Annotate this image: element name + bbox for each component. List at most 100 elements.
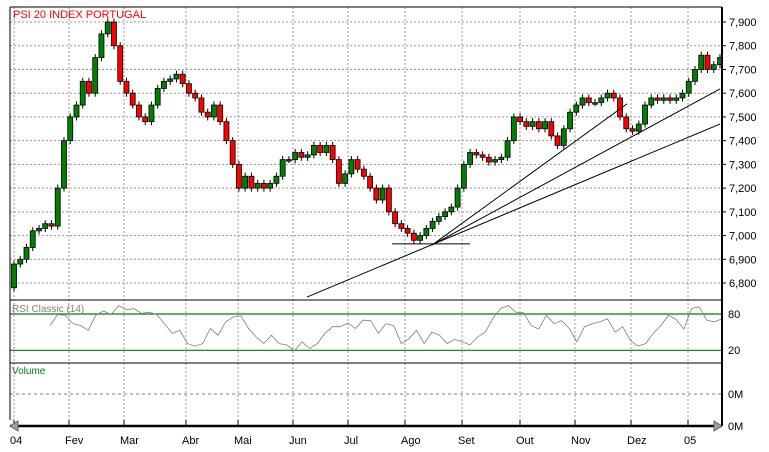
candle	[435, 216, 442, 222]
candle	[692, 69, 698, 82]
y-tick-label: 7,800	[729, 41, 757, 53]
x-tick-label: Fev	[65, 435, 84, 447]
candle	[104, 21, 111, 35]
candle	[448, 206, 455, 213]
candle	[204, 111, 211, 118]
candle	[292, 152, 299, 161]
candle	[685, 80, 692, 94]
candle	[454, 187, 461, 208]
candle	[317, 144, 324, 153]
x-tick-label: Nov	[571, 435, 591, 447]
candle	[460, 163, 467, 189]
candle	[510, 116, 517, 142]
candle	[517, 116, 523, 123]
candle	[167, 78, 174, 82]
x-tick-label: Jul	[344, 435, 358, 447]
candle	[286, 159, 292, 162]
candle	[623, 116, 630, 130]
candle	[360, 168, 367, 177]
candle	[660, 97, 667, 101]
candle	[485, 156, 492, 163]
candle	[42, 223, 49, 229]
volume-tick-bottom: 0M	[728, 421, 743, 433]
candle	[217, 104, 224, 123]
grid	[10, 7, 722, 420]
candle	[73, 104, 80, 118]
candle	[673, 97, 680, 101]
y-tick-label: 7,600	[729, 88, 757, 100]
candle	[398, 223, 405, 229]
rsi-level-80: 80	[728, 309, 740, 321]
candle	[492, 159, 498, 163]
candle	[229, 140, 236, 165]
candle	[648, 97, 655, 106]
scroll-left-arrow-icon[interactable]	[9, 420, 19, 432]
candle	[667, 97, 673, 101]
candle	[654, 97, 661, 101]
candle	[385, 187, 392, 213]
candle	[567, 111, 573, 130]
x-tick-label: Set	[458, 435, 475, 447]
candle	[604, 92, 611, 99]
trend-line	[431, 88, 721, 246]
candle	[48, 223, 55, 227]
candle	[273, 175, 280, 184]
candle	[142, 116, 149, 123]
candle	[86, 80, 92, 94]
candle	[410, 232, 417, 241]
candle	[335, 159, 342, 184]
candle	[98, 33, 105, 58]
trend-lines	[306, 88, 721, 298]
candle	[523, 121, 530, 127]
candle	[61, 140, 67, 189]
candle	[323, 144, 330, 153]
candle	[473, 152, 480, 156]
candle	[585, 97, 592, 104]
candle	[373, 187, 380, 201]
candle	[598, 97, 605, 104]
candle	[548, 121, 555, 137]
candle	[704, 54, 711, 70]
candle	[173, 73, 180, 80]
candle	[554, 135, 561, 146]
x-tick-label: 04	[10, 435, 22, 447]
candle	[342, 173, 349, 184]
candle	[679, 92, 686, 99]
candle	[467, 152, 473, 165]
frame	[9, 6, 723, 428]
y-tick-label: 7,000	[729, 231, 757, 243]
trend-line	[431, 103, 628, 246]
x-tick-label: Mai	[234, 435, 252, 447]
candle	[579, 97, 586, 106]
candle	[261, 182, 267, 189]
x-tick-label: Ago	[401, 435, 421, 447]
candle	[67, 116, 74, 142]
y-tick-label: 7,400	[729, 136, 757, 148]
candle	[423, 228, 430, 236]
y-tick-label: 7,900	[729, 17, 757, 29]
y-tick-label: 7,500	[729, 112, 757, 124]
candle	[148, 104, 155, 123]
candle	[186, 83, 192, 94]
candle	[535, 121, 542, 130]
candle	[504, 140, 511, 158]
volume-title: Volume	[12, 366, 46, 377]
rsi-line	[49, 304, 723, 352]
x-tick-label: Out	[516, 435, 534, 447]
candle	[498, 156, 505, 161]
candle	[573, 104, 580, 113]
candle	[79, 80, 86, 106]
candle	[111, 21, 117, 47]
candle	[11, 263, 17, 289]
candle	[154, 88, 161, 106]
candle	[442, 211, 448, 217]
candle	[698, 54, 705, 70]
candle	[392, 211, 399, 225]
candle	[404, 228, 411, 234]
candle	[123, 80, 130, 94]
candle	[36, 228, 42, 232]
y-tick-label: 6,900	[729, 254, 757, 266]
scroll-right-arrow-icon[interactable]	[713, 420, 723, 432]
y-tick-label: 7,100	[729, 207, 757, 219]
x-tick-label: Abr	[182, 435, 199, 447]
